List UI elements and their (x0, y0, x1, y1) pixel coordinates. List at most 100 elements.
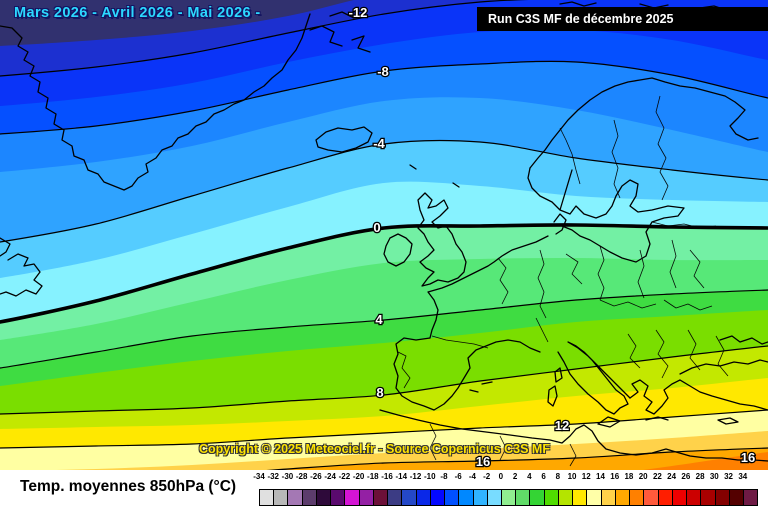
scale-tick-label: -28 (295, 472, 308, 481)
scale-tick-label: -12 (409, 472, 422, 481)
scale-tick-label: 14 (596, 472, 605, 481)
scale-tick-label: 24 (667, 472, 677, 481)
scale-cell (729, 490, 744, 505)
contour-label: -4 (373, 136, 385, 151)
scale-tick-label: -14 (395, 472, 408, 481)
contour-label: 16 (741, 450, 755, 465)
scale-tick-label: 4 (527, 472, 532, 481)
scale-tick-label: -20 (352, 472, 365, 481)
scale-cell (274, 490, 289, 505)
period-title: Mars 2026 - Avril 2026 - Mai 2026 - (14, 5, 261, 21)
scale-cell (388, 490, 403, 505)
scale-tick-label: 2 (512, 472, 518, 481)
scale-tick-label: -6 (454, 472, 462, 481)
scale-cell (402, 490, 417, 505)
scale-tick-label: 18 (624, 472, 634, 481)
scale-tick-label: -8 (440, 472, 448, 481)
scale-tick-label: -34 (253, 472, 265, 481)
scale-cell (288, 490, 303, 505)
contour-line--12 (0, 0, 527, 77)
scale-cell (701, 490, 716, 505)
scale-tick-label: 28 (695, 472, 705, 481)
scale-cell (516, 490, 531, 505)
scale-tick-label: -4 (468, 472, 476, 481)
borders-layer (397, 95, 729, 467)
scale-tick-label: -30 (281, 472, 294, 481)
scale-cell (558, 490, 574, 505)
color-scale-bar (259, 489, 758, 506)
scale-tick-label: -18 (367, 472, 379, 481)
scale-tick-label: 12 (581, 472, 591, 481)
scale-tick-label: 20 (638, 472, 648, 481)
contour-label: 4 (375, 312, 383, 327)
scale-tick-label: -32 (267, 472, 279, 481)
run-info-text: Run C3S MF de décembre 2025 (488, 12, 674, 26)
scale-cell (715, 490, 730, 505)
contour-label: -8 (377, 64, 389, 79)
scale-tick-label: 10 (567, 472, 577, 481)
scale-tick-label: -24 (324, 472, 336, 481)
legend-footer: Temp. moyennes 850hPa (°C) -34 -32 -30 -28-… (0, 470, 768, 512)
temperature-map: -12 -8 -4 0 4 8 12 16 16 Mars 2026 - Avril 2026 … (0, 0, 768, 470)
copyright-text: Copyright © 2025 Meteociel.fr - Source C… (199, 442, 550, 456)
scale-cell (345, 490, 360, 505)
scale-cell (544, 490, 559, 505)
contour-line-8 (0, 345, 768, 415)
scale-cell (316, 490, 332, 505)
coastlines-layer (0, 1, 768, 462)
scale-tick-label: 22 (652, 472, 662, 481)
contour-line--4 (0, 139, 768, 243)
scale-tick-label: 34 (738, 472, 748, 481)
contour-label: 12 (555, 418, 569, 433)
scale-cell (473, 490, 488, 505)
contour-line-4 (0, 289, 768, 369)
temperature-bands-layer (0, 0, 768, 470)
scale-tick-label: 32 (724, 472, 733, 481)
scale-cell (615, 490, 631, 505)
scale-cell (430, 490, 446, 505)
contour-line-12 (0, 409, 768, 449)
scale-cell (630, 490, 645, 505)
scale-cell (743, 490, 758, 505)
scale-cell (644, 490, 659, 505)
scale-cell (573, 490, 588, 505)
scale-tick-label: -10 (423, 472, 436, 481)
scale-tick-label: 8 (555, 472, 561, 481)
scale-cell (658, 490, 673, 505)
contour-label: -12 (349, 5, 368, 20)
scale-cell (601, 490, 616, 505)
scale-cell (587, 490, 602, 505)
scale-cell (260, 490, 275, 505)
map-canvas: -12 -8 -4 0 4 8 12 16 16 (0, 0, 768, 470)
map-variable-label: Temp. moyennes 850hPa (°C) (20, 478, 237, 495)
scale-cell (416, 490, 431, 505)
scale-cell (331, 490, 346, 505)
contour-lines-layer (0, 0, 768, 470)
scale-cell (530, 490, 545, 505)
contour-labels-layer: -12 -8 -4 0 4 8 12 16 16 (347, 4, 756, 470)
scale-tick-label: -2 (483, 472, 491, 481)
contour-line-16 (266, 447, 768, 470)
color-scale-tick-labels: -34 -32 -30 -28 -26 -24 -22 -20 -18 -16 -14 -12 -10-… (0, 472, 768, 484)
scale-cell (501, 490, 517, 505)
scale-cell (687, 490, 702, 505)
scale-cell (487, 490, 502, 505)
scale-tick-label: 6 (541, 472, 546, 481)
contour-label: 0 (373, 220, 380, 235)
scale-tick-label: 26 (681, 472, 691, 481)
scale-tick-label: -22 (338, 472, 351, 481)
scale-cell (373, 490, 389, 505)
scale-cell (359, 490, 374, 505)
scale-cell (302, 490, 317, 505)
scale-tick-label: 16 (610, 472, 620, 481)
scale-tick-label: 0 (498, 472, 504, 481)
scale-tick-label: -26 (310, 472, 322, 481)
contour-line-0 (0, 223, 768, 324)
scale-cell (459, 490, 474, 505)
scale-tick-label: 30 (709, 472, 719, 481)
contour-label: 16 (476, 454, 490, 469)
scale-cell (445, 490, 460, 505)
scale-cell (672, 490, 688, 505)
scale-tick-label: -16 (381, 472, 393, 481)
